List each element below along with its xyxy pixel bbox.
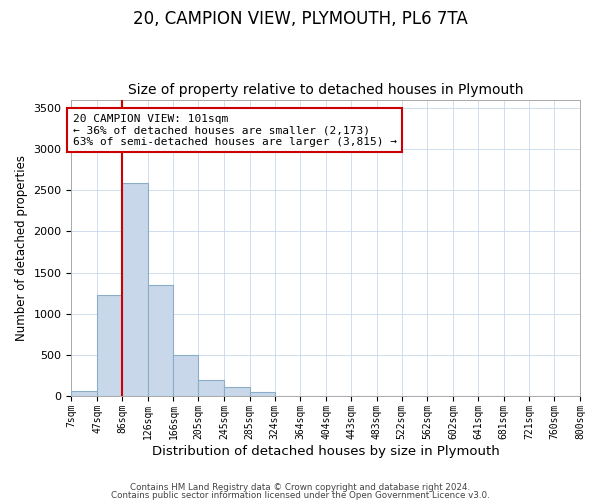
Bar [122, 182, 148, 396]
Bar [250, 392, 275, 396]
Text: 20 CAMPION VIEW: 101sqm
← 36% of detached houses are smaller (2,173)
63% of semi: 20 CAMPION VIEW: 101sqm ← 36% of detache… [73, 114, 397, 147]
Bar [148, 285, 173, 396]
Bar [224, 387, 250, 396]
Text: Contains public sector information licensed under the Open Government Licence v3: Contains public sector information licen… [110, 490, 490, 500]
X-axis label: Distribution of detached houses by size in Plymouth: Distribution of detached houses by size … [152, 444, 500, 458]
Y-axis label: Number of detached properties: Number of detached properties [15, 155, 28, 341]
Bar [173, 355, 199, 396]
Bar [71, 391, 97, 396]
Text: Contains HM Land Registry data © Crown copyright and database right 2024.: Contains HM Land Registry data © Crown c… [130, 484, 470, 492]
Bar [199, 380, 224, 396]
Text: 20, CAMPION VIEW, PLYMOUTH, PL6 7TA: 20, CAMPION VIEW, PLYMOUTH, PL6 7TA [133, 10, 467, 28]
Bar [97, 295, 122, 396]
Title: Size of property relative to detached houses in Plymouth: Size of property relative to detached ho… [128, 83, 523, 97]
